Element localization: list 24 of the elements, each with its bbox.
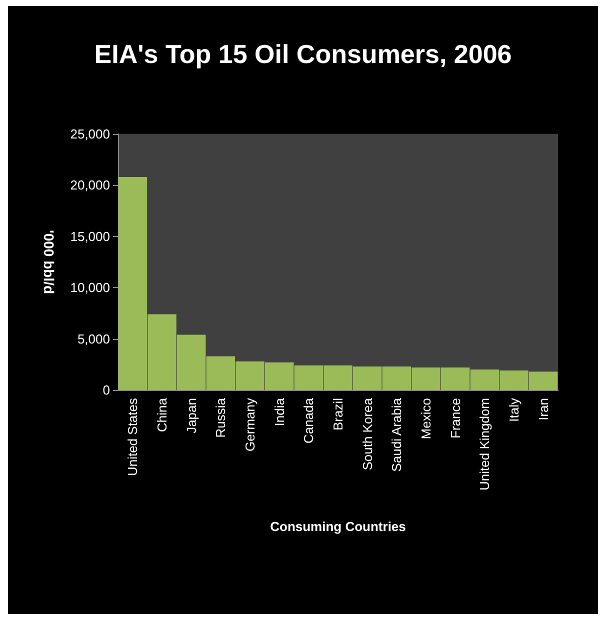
x-tick-label: India	[272, 397, 287, 426]
y-tick-label: 15,000	[70, 228, 110, 244]
x-tick-label: Italy	[506, 398, 522, 422]
y-tick-label: 20,000	[70, 178, 110, 193]
y-tick-label: 25,000	[70, 126, 110, 142]
x-tick-label: Iran	[536, 398, 551, 420]
x-axis-title: Consuming Countries	[270, 519, 406, 534]
x-tick-label: South Korea	[360, 397, 375, 470]
y-tick-label: 5,000	[77, 331, 110, 346]
x-tick-label: Japan	[184, 398, 199, 434]
x-tick-label: France	[448, 398, 463, 438]
x-tick-label: China	[154, 397, 170, 432]
x-tick-label: Brazil	[330, 398, 346, 431]
chart-title: EIA's Top 15 Oil Consumers, 2006	[94, 39, 512, 69]
x-tick-label: United Kingdom	[477, 398, 492, 490]
x-tick-label: United States	[125, 398, 140, 476]
x-tick-label: Germany	[242, 398, 258, 452]
x-tick-label: Mexico	[418, 398, 434, 440]
x-tick-label: Saudi Arabia	[389, 397, 404, 472]
y-tick-label: 10,000	[70, 280, 110, 296]
y-axis-title: '000 bbl/d	[41, 230, 57, 294]
y-tick-label: 0	[102, 382, 110, 398]
x-tick-label: Canada	[301, 397, 316, 444]
x-tick-label: Russia	[213, 397, 228, 438]
